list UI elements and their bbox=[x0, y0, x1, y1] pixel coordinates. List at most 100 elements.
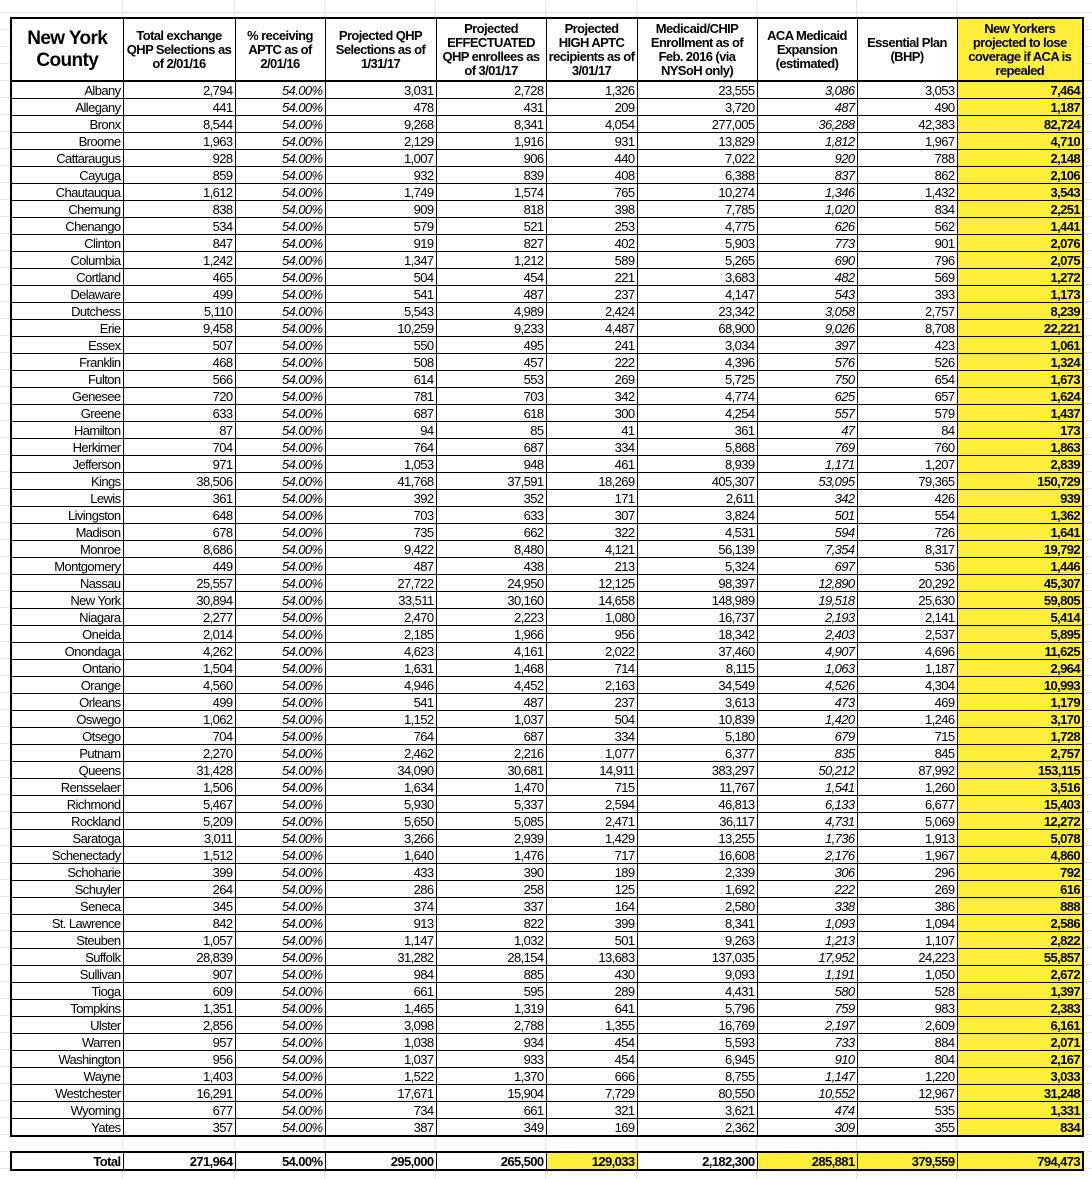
medicaid-cell[interactable]: 7,785 bbox=[636, 200, 758, 218]
pct-aptc-cell[interactable]: 54.00% bbox=[234, 1101, 326, 1119]
medicaid-cell[interactable]: 5,796 bbox=[636, 999, 758, 1017]
essential-plan-cell[interactable]: 834 bbox=[856, 200, 958, 218]
projected-qhp-cell[interactable]: 487 bbox=[324, 557, 437, 575]
essential-plan-cell[interactable]: 1,432 bbox=[856, 183, 958, 201]
high-aptc-cell[interactable]: 300 bbox=[545, 404, 638, 422]
projected-qhp-cell[interactable]: 1,465 bbox=[324, 999, 437, 1017]
essential-plan-cell[interactable]: 535 bbox=[856, 1101, 958, 1119]
pct-aptc-cell[interactable]: 54.00% bbox=[234, 506, 326, 524]
projected-qhp-cell[interactable]: 781 bbox=[324, 387, 437, 405]
essential-plan-cell[interactable]: 4,304 bbox=[856, 676, 958, 694]
county-name-cell[interactable]: Livingston bbox=[10, 506, 124, 524]
projected-qhp-cell[interactable]: 550 bbox=[324, 336, 437, 354]
high-aptc-cell[interactable]: 1,080 bbox=[545, 608, 638, 626]
effectuated-cell[interactable]: 818 bbox=[435, 200, 547, 218]
lose-coverage-cell[interactable]: 3,516 bbox=[956, 778, 1084, 796]
county-name-cell[interactable]: Wayne bbox=[10, 1067, 124, 1085]
high-aptc-cell[interactable]: 1,077 bbox=[545, 744, 638, 762]
aca-expansion-cell[interactable]: 474 bbox=[756, 1101, 858, 1119]
total-medicaid-cell[interactable]: 2,182,300 bbox=[636, 1151, 758, 1171]
lose-coverage-cell[interactable]: 1,397 bbox=[956, 982, 1084, 1000]
high-aptc-cell[interactable]: 189 bbox=[545, 863, 638, 881]
pct-aptc-cell[interactable]: 54.00% bbox=[234, 727, 326, 745]
projected-qhp-cell[interactable]: 3,266 bbox=[324, 829, 437, 847]
medicaid-cell[interactable]: 9,263 bbox=[636, 931, 758, 949]
aca-expansion-cell[interactable]: 910 bbox=[756, 1050, 858, 1068]
effectuated-cell[interactable]: 28,154 bbox=[435, 948, 547, 966]
pct-aptc-cell[interactable]: 54.00% bbox=[234, 931, 326, 949]
lose-coverage-cell[interactable]: 5,414 bbox=[956, 608, 1084, 626]
county-name-cell[interactable]: Wyoming bbox=[10, 1101, 124, 1119]
essential-plan-cell[interactable]: 884 bbox=[856, 1033, 958, 1051]
total-exchange-cell[interactable]: 499 bbox=[122, 693, 236, 711]
lose-coverage-cell[interactable]: 3,033 bbox=[956, 1067, 1084, 1085]
total-exchange-cell[interactable]: 468 bbox=[122, 353, 236, 371]
effectuated-cell[interactable]: 687 bbox=[435, 727, 547, 745]
projected-qhp-cell[interactable]: 5,543 bbox=[324, 302, 437, 320]
aca-expansion-cell[interactable]: 1,020 bbox=[756, 200, 858, 218]
medicaid-cell[interactable]: 11,767 bbox=[636, 778, 758, 796]
pct-aptc-cell[interactable]: 54.00% bbox=[234, 217, 326, 235]
lose-coverage-cell[interactable]: 3,543 bbox=[956, 183, 1084, 201]
effectuated-cell[interactable]: 1,916 bbox=[435, 132, 547, 150]
high-aptc-cell[interactable]: 169 bbox=[545, 1118, 638, 1137]
projected-qhp-cell[interactable]: 41,768 bbox=[324, 472, 437, 490]
medicaid-cell[interactable]: 80,550 bbox=[636, 1084, 758, 1102]
projected-qhp-cell[interactable]: 9,422 bbox=[324, 540, 437, 558]
effectuated-cell[interactable]: 553 bbox=[435, 370, 547, 388]
high-aptc-cell[interactable]: 334 bbox=[545, 727, 638, 745]
lose-coverage-cell[interactable]: 1,173 bbox=[956, 285, 1084, 303]
effectuated-cell[interactable]: 4,452 bbox=[435, 676, 547, 694]
header-medicaid[interactable]: Medicaid/CHIP Enrollment as of Feb. 2016… bbox=[636, 17, 758, 82]
aca-expansion-cell[interactable]: 222 bbox=[756, 880, 858, 898]
projected-qhp-cell[interactable]: 433 bbox=[324, 863, 437, 881]
aca-expansion-cell[interactable]: 473 bbox=[756, 693, 858, 711]
pct-aptc-cell[interactable]: 54.00% bbox=[234, 744, 326, 762]
pct-aptc-cell[interactable]: 54.00% bbox=[234, 421, 326, 439]
medicaid-cell[interactable]: 5,725 bbox=[636, 370, 758, 388]
effectuated-cell[interactable]: 8,480 bbox=[435, 540, 547, 558]
county-name-cell[interactable]: Albany bbox=[10, 80, 124, 99]
high-aptc-cell[interactable]: 714 bbox=[545, 659, 638, 677]
county-name-cell[interactable]: Monroe bbox=[10, 540, 124, 558]
high-aptc-cell[interactable]: 241 bbox=[545, 336, 638, 354]
total-exchange-cell[interactable]: 2,794 bbox=[122, 80, 236, 99]
projected-qhp-cell[interactable]: 1,152 bbox=[324, 710, 437, 728]
essential-plan-cell[interactable]: 2,757 bbox=[856, 302, 958, 320]
effectuated-cell[interactable]: 4,161 bbox=[435, 642, 547, 660]
medicaid-cell[interactable]: 4,147 bbox=[636, 285, 758, 303]
county-name-cell[interactable]: Yates bbox=[10, 1118, 124, 1137]
total-exchange-cell[interactable]: 971 bbox=[122, 455, 236, 473]
county-name-cell[interactable]: Otsego bbox=[10, 727, 124, 745]
medicaid-cell[interactable]: 13,255 bbox=[636, 829, 758, 847]
total-exchange-cell[interactable]: 264 bbox=[122, 880, 236, 898]
aca-expansion-cell[interactable]: 12,890 bbox=[756, 574, 858, 592]
aca-expansion-cell[interactable]: 10,552 bbox=[756, 1084, 858, 1102]
total-aca-expansion-cell[interactable]: 285,881 bbox=[756, 1151, 858, 1171]
lose-coverage-cell[interactable]: 2,822 bbox=[956, 931, 1084, 949]
aca-expansion-cell[interactable]: 1,093 bbox=[756, 914, 858, 932]
essential-plan-cell[interactable]: 2,141 bbox=[856, 608, 958, 626]
projected-qhp-cell[interactable]: 1,634 bbox=[324, 778, 437, 796]
pct-aptc-cell[interactable]: 54.00% bbox=[234, 608, 326, 626]
projected-qhp-cell[interactable]: 2,185 bbox=[324, 625, 437, 643]
essential-plan-cell[interactable]: 1,107 bbox=[856, 931, 958, 949]
aca-expansion-cell[interactable]: 580 bbox=[756, 982, 858, 1000]
effectuated-cell[interactable]: 457 bbox=[435, 353, 547, 371]
effectuated-cell[interactable]: 948 bbox=[435, 455, 547, 473]
lose-coverage-cell[interactable]: 2,167 bbox=[956, 1050, 1084, 1068]
projected-qhp-cell[interactable]: 387 bbox=[324, 1118, 437, 1137]
lose-coverage-cell[interactable]: 1,441 bbox=[956, 217, 1084, 235]
effectuated-cell[interactable]: 5,337 bbox=[435, 795, 547, 813]
high-aptc-cell[interactable]: 14,658 bbox=[545, 591, 638, 609]
high-aptc-cell[interactable]: 125 bbox=[545, 880, 638, 898]
county-name-cell[interactable]: Niagara bbox=[10, 608, 124, 626]
pct-aptc-cell[interactable]: 54.00% bbox=[234, 353, 326, 371]
header-projected-qhp[interactable]: Projected QHP Selections as of 1/31/17 bbox=[324, 17, 437, 82]
projected-qhp-cell[interactable]: 932 bbox=[324, 166, 437, 184]
total-exchange-cell[interactable]: 8,686 bbox=[122, 540, 236, 558]
medicaid-cell[interactable]: 4,531 bbox=[636, 523, 758, 541]
medicaid-cell[interactable]: 6,388 bbox=[636, 166, 758, 184]
effectuated-cell[interactable]: 1,037 bbox=[435, 710, 547, 728]
total-exchange-cell[interactable]: 928 bbox=[122, 149, 236, 167]
